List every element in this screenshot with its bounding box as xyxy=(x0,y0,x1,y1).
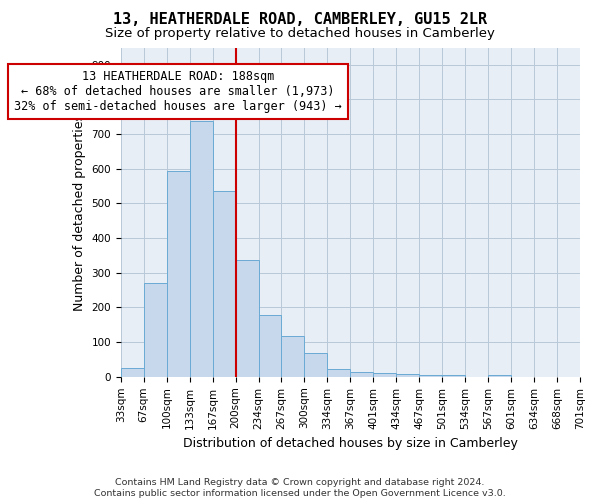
Bar xyxy=(236,260,259,377)
Bar xyxy=(419,374,442,377)
Bar xyxy=(328,369,350,377)
Bar xyxy=(144,282,167,377)
Text: Size of property relative to detached houses in Camberley: Size of property relative to detached ho… xyxy=(105,26,495,40)
Text: Contains HM Land Registry data © Crown copyright and database right 2024.
Contai: Contains HM Land Registry data © Crown c… xyxy=(94,478,506,498)
Bar xyxy=(373,373,396,377)
Bar xyxy=(304,353,328,377)
Bar xyxy=(190,121,212,377)
Bar xyxy=(212,192,236,377)
Bar xyxy=(488,375,511,377)
Bar xyxy=(281,336,304,377)
Y-axis label: Number of detached properties: Number of detached properties xyxy=(73,114,86,310)
Text: 13, HEATHERDALE ROAD, CAMBERLEY, GU15 2LR: 13, HEATHERDALE ROAD, CAMBERLEY, GU15 2L… xyxy=(113,12,487,26)
Text: 13 HEATHERDALE ROAD: 188sqm
← 68% of detached houses are smaller (1,973)
32% of : 13 HEATHERDALE ROAD: 188sqm ← 68% of det… xyxy=(14,70,342,113)
Bar xyxy=(259,316,281,377)
Bar xyxy=(121,368,144,377)
Bar xyxy=(350,372,373,377)
Bar xyxy=(396,374,419,377)
X-axis label: Distribution of detached houses by size in Camberley: Distribution of detached houses by size … xyxy=(183,437,518,450)
Bar xyxy=(442,375,465,377)
Bar xyxy=(167,171,190,377)
